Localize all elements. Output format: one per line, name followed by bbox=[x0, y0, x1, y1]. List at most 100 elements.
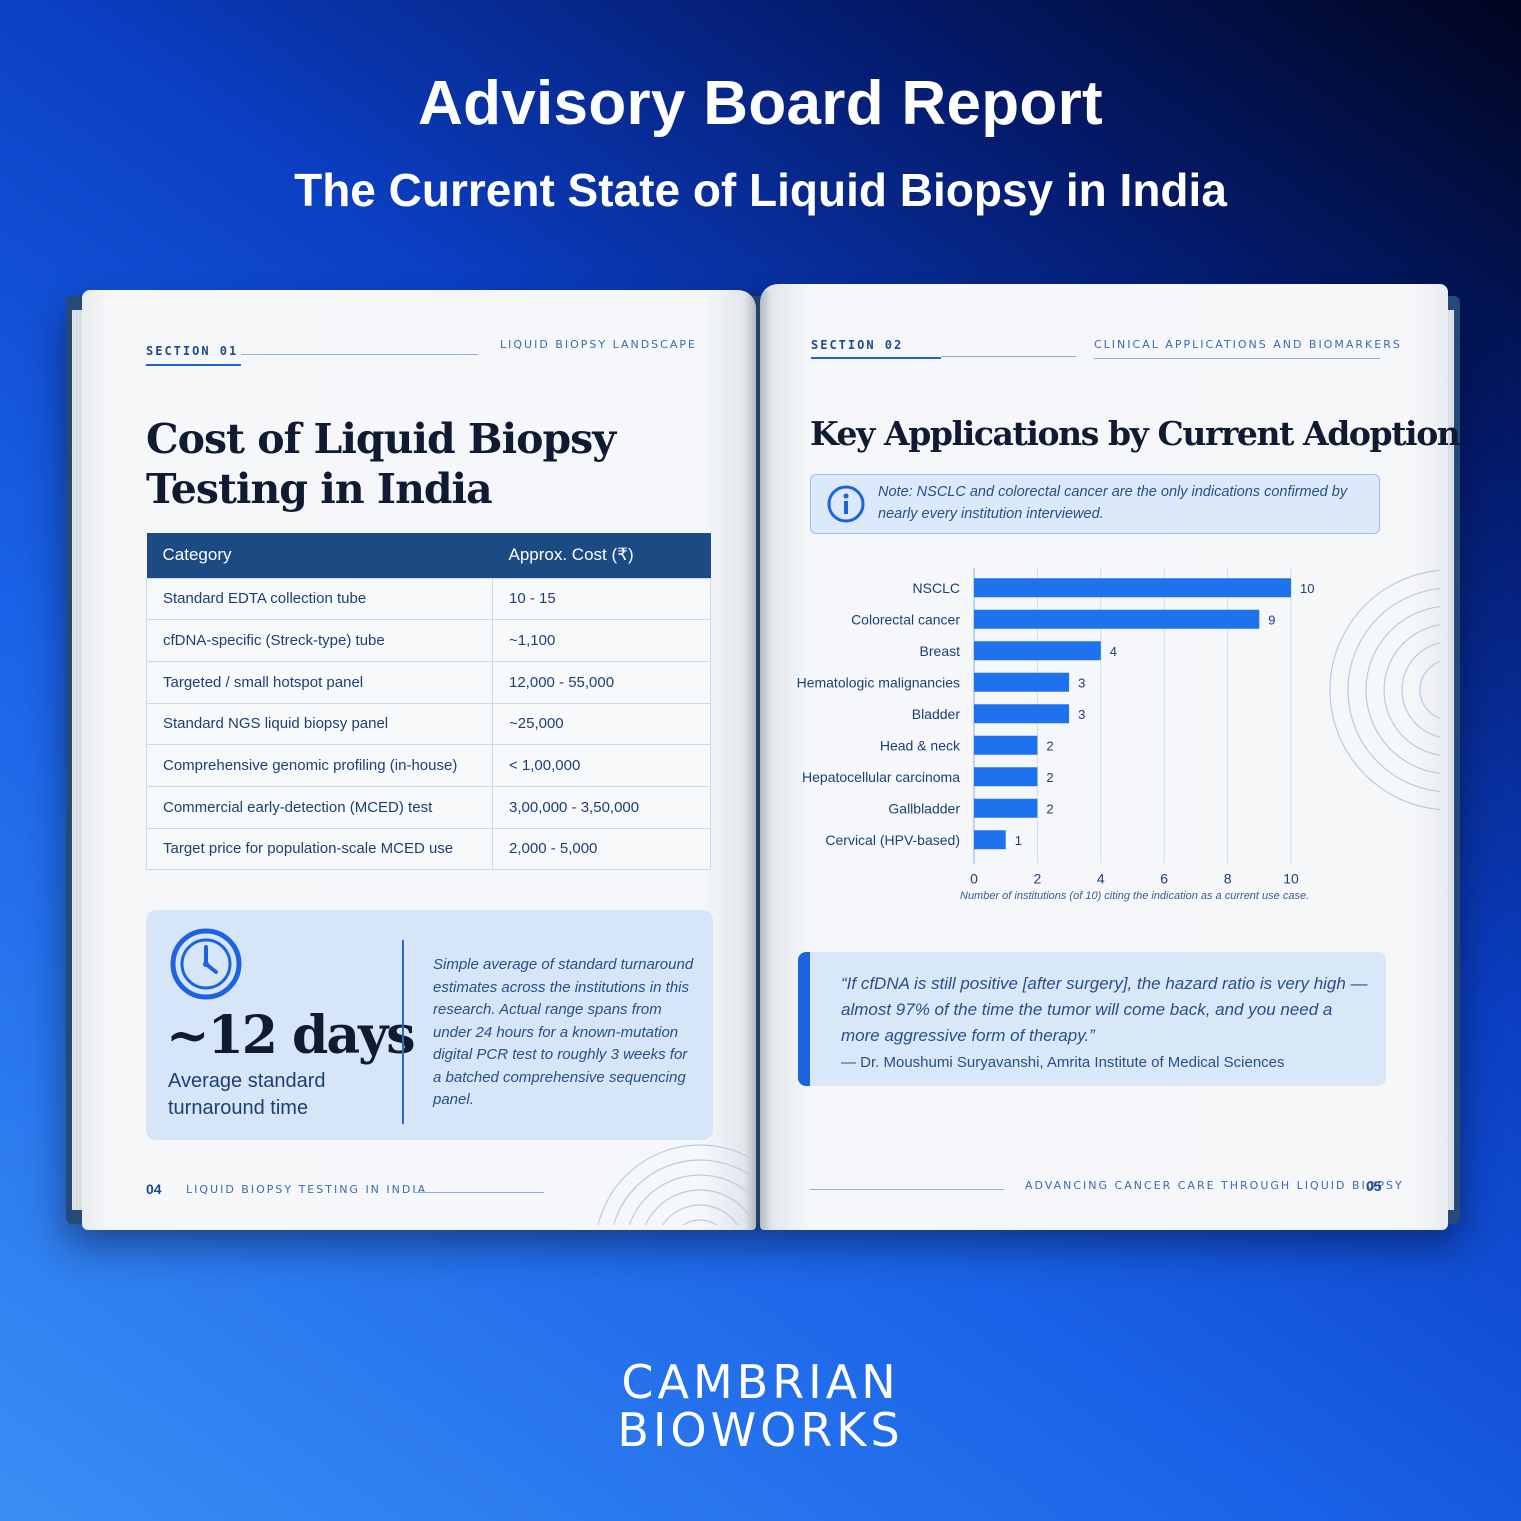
left-section-label: SECTION 01 bbox=[146, 344, 239, 358]
info-icon bbox=[827, 485, 865, 523]
x-tick-label: 2 bbox=[1034, 871, 1042, 887]
x-tick-label: 4 bbox=[1097, 871, 1105, 887]
category-label: Cervical (HPV-based) bbox=[825, 832, 960, 848]
turnaround-divider bbox=[402, 940, 404, 1124]
note-text: Note: NSCLC and colorectal cancer are th… bbox=[878, 484, 1348, 522]
right-header-rule-2 bbox=[1094, 358, 1380, 359]
note-box bbox=[810, 474, 1380, 534]
quote-box bbox=[798, 952, 1386, 1086]
bar bbox=[974, 641, 1101, 661]
data-label: 1 bbox=[1015, 833, 1022, 848]
left-footer-rule bbox=[414, 1192, 544, 1193]
data-label: 2 bbox=[1046, 801, 1053, 816]
quote-author: — Dr. Moushumi Suryavanshi, Amrita Insti… bbox=[841, 1054, 1285, 1071]
left-title-line1: Cost of Liquid Biopsy bbox=[146, 415, 616, 463]
book-gutter bbox=[744, 290, 772, 1230]
data-label: 3 bbox=[1078, 707, 1085, 722]
table-cell-category: Targeted / small hotspot panel bbox=[146, 660, 493, 704]
table-cell-cost: 12,000 - 55,000 bbox=[492, 660, 711, 704]
right-running-head: CLINICAL APPLICATIONS AND BIOMARKERS bbox=[1094, 338, 1402, 351]
left-page-number: 04 bbox=[146, 1181, 162, 1197]
right-header-rule bbox=[941, 356, 1076, 357]
table-row: cfDNA-specific (Streck-type) tube ~1,100 bbox=[146, 619, 711, 662]
table-cell-category: Commercial early-detection (MCED) test bbox=[146, 785, 493, 829]
left-header-rule bbox=[241, 354, 478, 355]
clock-icon bbox=[170, 928, 242, 1000]
hero-subtitle: The Current State of Liquid Biopsy in In… bbox=[294, 164, 1227, 216]
category-label: Gallbladder bbox=[888, 800, 960, 816]
bar bbox=[974, 704, 1070, 724]
table-row: Comprehensive genomic profiling (in-hous… bbox=[146, 744, 711, 787]
bar bbox=[974, 672, 1070, 692]
left-title-line2: Testing in India bbox=[146, 465, 493, 513]
decorative-arcs-left bbox=[597, 1144, 750, 1225]
x-tick-label: 0 bbox=[970, 871, 978, 887]
chart-caption: Number of institutions (of 10) citing th… bbox=[960, 890, 1310, 902]
table-row: Commercial early-detection (MCED) test 3,… bbox=[146, 785, 711, 829]
bar bbox=[974, 578, 1291, 598]
x-tick-label: 8 bbox=[1224, 871, 1232, 887]
bar bbox=[974, 798, 1038, 818]
table-cell-category: cfDNA-specific (Streck-type) tube bbox=[146, 619, 493, 662]
table-row: Targeted / small hotspot panel 12,000 - 5… bbox=[146, 660, 711, 704]
right-section-label: SECTION 02 bbox=[811, 338, 904, 352]
quote-text: “If cfDNA is still positive [after surge… bbox=[841, 974, 1368, 1045]
table-cell-cost: 3,00,000 - 3,50,000 bbox=[492, 785, 711, 829]
x-tick-label: 10 bbox=[1283, 871, 1299, 887]
data-label: 3 bbox=[1078, 675, 1085, 690]
cost-table: Category Approx. Cost (₹) Standard EDTA … bbox=[146, 533, 711, 871]
right-section-underline bbox=[811, 357, 941, 359]
category-label: Colorectal cancer bbox=[851, 611, 960, 627]
quote-accent-bar bbox=[798, 952, 810, 1086]
turnaround-value: ~12 days bbox=[166, 1005, 416, 1066]
table-row: Target price for population-scale MCED u… bbox=[146, 827, 711, 871]
data-label: 2 bbox=[1046, 738, 1053, 753]
category-label: Breast bbox=[920, 643, 961, 659]
table-row: Standard NGS liquid biopsy panel ~25,000 bbox=[146, 702, 711, 746]
left-section-underline bbox=[146, 364, 241, 366]
right-page-number: 05 bbox=[1366, 1178, 1382, 1194]
bar bbox=[974, 830, 1006, 850]
brand-line1: CAMBRIAN bbox=[621, 1355, 900, 1409]
bar bbox=[974, 767, 1038, 787]
category-label: Hepatocellular carcinoma bbox=[802, 769, 960, 785]
category-label: Head & neck bbox=[880, 737, 961, 753]
right-page-title: Key Applications by Current Adoption bbox=[810, 414, 1461, 453]
data-label: 2 bbox=[1046, 770, 1053, 785]
table-cell-cost: ~1,100 bbox=[492, 619, 711, 662]
table-cell-cost: 10 - 15 bbox=[492, 577, 711, 621]
table-cell-category: Target price for population-scale MCED u… bbox=[146, 827, 493, 871]
hero-title: Advisory Board Report bbox=[418, 69, 1103, 138]
left-footer-text: LIQUID BIOPSY TESTING IN INDIA bbox=[186, 1183, 428, 1196]
table-cell-category: Comprehensive genomic profiling (in-hous… bbox=[146, 744, 493, 787]
table-cell-cost: < 1,00,000 bbox=[492, 744, 711, 787]
x-tick-label: 6 bbox=[1160, 871, 1168, 887]
category-label: NSCLC bbox=[913, 580, 960, 596]
category-label: Hematologic malignancies bbox=[797, 674, 960, 690]
left-running-head: LIQUID BIOPSY LANDSCAPE bbox=[500, 338, 697, 351]
column-header-cost: Approx. Cost (₹) bbox=[492, 533, 711, 578]
brand-line2: BIOWORKS bbox=[617, 1403, 904, 1457]
table-cell-cost: ~25,000 bbox=[492, 702, 711, 746]
right-footer-text: ADVANCING CANCER CARE THROUGH LIQUID BIO… bbox=[1025, 1179, 1404, 1192]
data-label: 4 bbox=[1110, 644, 1117, 659]
brand-logo: CAMBRIAN BIOWORKS bbox=[0, 1358, 1521, 1454]
data-label: 9 bbox=[1268, 612, 1275, 627]
table-cell-category: Standard NGS liquid biopsy panel bbox=[146, 702, 493, 746]
decorative-arcs-right bbox=[1329, 569, 1440, 811]
bar bbox=[974, 735, 1038, 755]
bar bbox=[974, 609, 1260, 629]
table-cell-category: Standard EDTA collection tube bbox=[146, 577, 493, 621]
data-label: 10 bbox=[1300, 581, 1314, 596]
turnaround-note: Simple average of standard turnaround es… bbox=[433, 956, 694, 1108]
right-footer-rule bbox=[810, 1189, 1004, 1190]
turnaround-card bbox=[146, 910, 713, 1140]
column-header-category: Category bbox=[146, 533, 493, 578]
table-row: Standard EDTA collection tube 10 - 15 bbox=[146, 577, 711, 621]
table-header-row: Category Approx. Cost (₹) bbox=[146, 533, 711, 578]
left-page-title: Cost of Liquid Biopsy Testing in India bbox=[146, 414, 616, 514]
table-cell-cost: 2,000 - 5,000 bbox=[492, 827, 711, 871]
category-label: Bladder bbox=[912, 706, 961, 722]
turnaround-label: Average standard turnaround time bbox=[168, 1070, 326, 1119]
